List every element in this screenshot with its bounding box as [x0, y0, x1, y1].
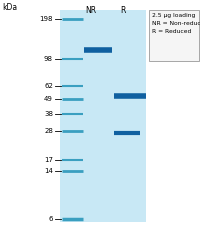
Text: 198: 198	[40, 16, 53, 22]
Text: NR: NR	[85, 6, 97, 15]
Text: 38: 38	[44, 111, 53, 117]
Text: 49: 49	[44, 96, 53, 102]
Text: kDa: kDa	[2, 3, 17, 12]
Bar	[149, 10, 199, 61]
Text: 17: 17	[44, 157, 53, 163]
Text: 2.5 μg loading
NR = Non-reduced
R = Reduced: 2.5 μg loading NR = Non-reduced R = Redu…	[152, 13, 200, 34]
Text: 28: 28	[44, 128, 53, 134]
Text: 62: 62	[44, 83, 53, 89]
Text: R: R	[120, 6, 126, 15]
Bar	[60, 10, 146, 222]
Text: 98: 98	[44, 57, 53, 62]
Text: 14: 14	[44, 168, 53, 174]
Text: 6: 6	[48, 216, 53, 222]
